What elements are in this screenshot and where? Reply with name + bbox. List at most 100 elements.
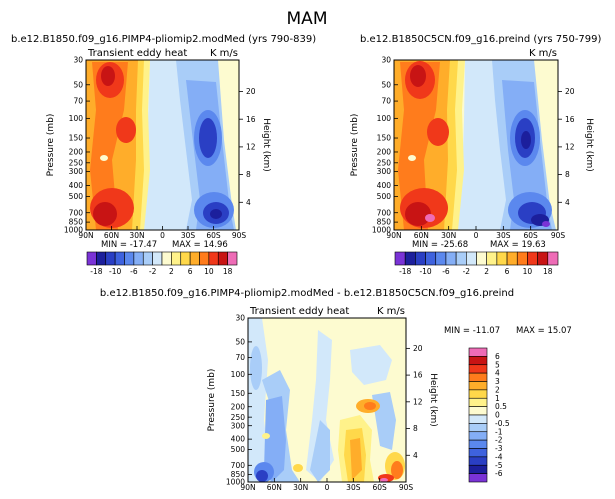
- lat-tick-label: 30S: [496, 231, 511, 240]
- colorbar-swatch: [468, 473, 488, 483]
- colorbar-label: 6: [188, 267, 193, 276]
- height-tick-label: 4: [413, 451, 418, 460]
- pressure-tick-label: 300: [377, 167, 392, 176]
- pressure-tick-label: 1000: [226, 478, 245, 487]
- lat-tick-label: 90N: [240, 483, 255, 492]
- colorbar-label: 1: [495, 394, 500, 403]
- field-contour-blue-7: [210, 209, 222, 219]
- panel-right-field: [394, 60, 558, 230]
- field-contour-nh-upper-blue: [250, 346, 262, 390]
- pressure-tick-label: 200: [69, 148, 84, 157]
- lat-tick-label: 0: [474, 231, 479, 240]
- pressure-tick-label: 700: [69, 208, 84, 217]
- panel-diff: b.e12.B1850.f09_g16.PIMP4-pliomip2.modMe…: [100, 288, 572, 492]
- colorbar-swatch: [468, 464, 488, 474]
- colorbar-swatch: [394, 251, 406, 266]
- field-contour-purple: [542, 221, 550, 227]
- panel-left-lat-ticks: 90N 60N 30N 0 30S 60S 90S: [78, 226, 246, 240]
- colorbar-label: -2: [149, 267, 157, 276]
- panel-right: b.e12.B1850C5CN.f09_g16.preind (yrs 750-…: [350, 34, 602, 276]
- colorbar-swatch: [468, 431, 488, 441]
- height-tick-label: 20: [413, 344, 423, 353]
- colorbar-swatch: [217, 251, 228, 266]
- panel-right-y2label: Height (km): [584, 118, 594, 172]
- colorbar-swatch: [180, 251, 191, 266]
- lat-tick-label: 60N: [104, 231, 119, 240]
- field-contour-red-5: [405, 202, 431, 226]
- colorbar-swatch: [468, 347, 488, 357]
- colorbar-label: 0.5: [495, 402, 507, 411]
- panel-left-units: K m/s: [210, 48, 238, 59]
- panel-left-field: [86, 60, 239, 230]
- panel-left-y2label: Height (km): [261, 118, 271, 172]
- lat-tick-label: 60N: [414, 231, 429, 240]
- panel-right-min: MIN = -25.68: [412, 240, 468, 250]
- colorbar-label: -5: [495, 461, 503, 470]
- pressure-tick-label: 30: [73, 56, 83, 65]
- lat-tick-label: 90N: [78, 231, 93, 240]
- height-tick-label: 8: [246, 170, 251, 179]
- field-contour-white-spot: [408, 155, 416, 161]
- colorbar-swatch: [105, 251, 116, 266]
- colorbar-label: -0.5: [495, 419, 510, 428]
- pressure-tick-label: 50: [73, 80, 83, 89]
- field-contour-sh-dark-orange: [364, 402, 376, 410]
- field-contour-nh-blue-2: [264, 396, 286, 482]
- colorbar-swatch: [468, 381, 488, 391]
- pressure-tick-label: 250: [231, 413, 246, 422]
- pressure-tick-label: 400: [377, 181, 392, 190]
- pressure-tick-label: 850: [231, 470, 246, 479]
- panel-diff-ylabel: Pressure (mb): [207, 369, 217, 432]
- lat-tick-label: 30N: [129, 231, 144, 240]
- colorbar-swatch: [476, 251, 487, 266]
- pressure-tick-label: 50: [381, 80, 391, 89]
- panel-diff-lat-ticks: 90N 60N 30N 0 30S 60S 90S: [240, 478, 413, 492]
- colorbar-swatch: [527, 251, 538, 266]
- panel-right-colorbar: -18 -10 -6 -2 2 6 10 18: [394, 251, 559, 276]
- colorbar-swatch: [445, 251, 457, 266]
- colorbar-swatch: [468, 406, 488, 416]
- lat-tick-label: 90S: [232, 231, 247, 240]
- height-tick-label: 20: [565, 87, 575, 96]
- pressure-tick-label: 1000: [64, 226, 83, 235]
- colorbar-label: 0: [495, 411, 500, 420]
- panel-left-max: MAX = 14.96: [172, 240, 228, 250]
- height-tick-label: 4: [565, 198, 570, 207]
- colorbar-label: 5: [495, 360, 500, 369]
- colorbar-swatch: [466, 251, 477, 266]
- lat-tick-label: 60S: [524, 231, 539, 240]
- panel-left: b.e12.B1850.f09_g16.PIMP4-pliomip2.modMe…: [11, 34, 316, 276]
- colorbar-label: -18: [90, 267, 102, 276]
- panel-diff-max: MAX = 15.07: [516, 326, 572, 336]
- field-contour-nh-gold-spot: [293, 464, 303, 472]
- colorbar-swatch: [468, 448, 488, 458]
- pressure-tick-label: 250: [69, 158, 84, 167]
- colorbar-label: 6: [495, 352, 500, 361]
- colorbar-swatch: [425, 251, 437, 266]
- colorbar-label: 6: [505, 267, 510, 276]
- colorbar-swatch: [547, 251, 559, 266]
- pressure-tick-label: 500: [69, 192, 84, 201]
- pressure-tick-label: 150: [69, 134, 84, 143]
- colorbar-label: -10: [109, 267, 121, 276]
- colorbar-swatch: [468, 389, 488, 399]
- lat-tick-label: 60S: [373, 483, 388, 492]
- colorbar-swatch: [468, 372, 488, 382]
- height-tick-label: 16: [565, 115, 575, 124]
- colorbar-label: -10: [419, 267, 431, 276]
- panel-diff-y2label: Height (km): [428, 373, 438, 427]
- pressure-tick-label: 300: [69, 167, 84, 176]
- field-contour-sh-light-blue: [350, 345, 392, 385]
- colorbar-label: -4: [495, 452, 503, 461]
- colorbar-label: -2: [495, 436, 503, 445]
- colorbar-swatch: [496, 251, 508, 266]
- colorbar-swatch: [516, 251, 528, 266]
- panel-left-ylabel: Pressure (mb): [46, 114, 56, 177]
- lat-tick-label: 30S: [181, 231, 196, 240]
- field-contour-sh-orange: [350, 438, 362, 480]
- field-contour-red-3: [427, 118, 449, 146]
- colorbar-swatch: [468, 364, 488, 374]
- field-contour-pink: [425, 214, 435, 222]
